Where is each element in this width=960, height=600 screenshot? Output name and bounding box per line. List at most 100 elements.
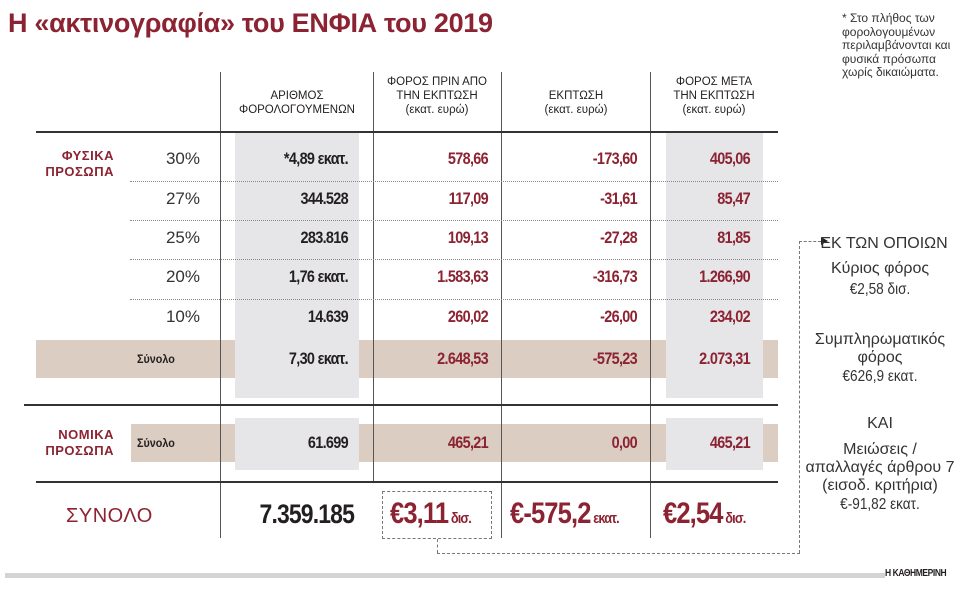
tax-before-cell: 117,09 bbox=[448, 189, 489, 208]
tax-after-cell: 405,06 bbox=[709, 149, 751, 168]
footer-bar bbox=[5, 573, 885, 578]
rate-cell: 30% bbox=[165, 149, 200, 168]
brand-logo: Η ΚΑΘΗΜΕΡΙΝΗ bbox=[885, 568, 947, 579]
grand-total-tax-after: €2,54 δισ. bbox=[663, 497, 746, 531]
row-separator bbox=[130, 299, 778, 300]
tax-before-cell: 578,66 bbox=[447, 149, 489, 168]
col-header-line: ΕΚΠΤΩΣΗ bbox=[548, 90, 604, 102]
legal-total-taxpayers: 61.699 bbox=[307, 433, 349, 452]
reductions-label: Μειώσεις / απαλλαγές άρθρου 7 (εισοδ. κρ… bbox=[800, 441, 960, 495]
col-header-discount: ΕΚΠΤΩΣΗ (εκατ. ευρώ) bbox=[502, 89, 650, 117]
section-rule bbox=[24, 404, 778, 406]
natural-total-discount: -575,23 bbox=[592, 349, 638, 368]
label-line: φόρος bbox=[857, 349, 903, 366]
tax-before-cell: 109,13 bbox=[447, 228, 489, 247]
natural-persons-label: ΦΥΣΙΚΑ ΠΡΟΣΩΠΑ bbox=[30, 148, 114, 180]
natural-total-band bbox=[36, 340, 778, 378]
col-header-line: ΦΟΡΟΛΟΓΟΥΜΕΝΩΝ bbox=[239, 104, 355, 116]
natural-total-tax-before: 2.648,53 bbox=[437, 349, 488, 368]
label-line: ΠΡΟΣΩΠΑ bbox=[45, 443, 114, 458]
col-header-line: ΤΗΝ ΕΚΠΤΩΣΗ bbox=[673, 90, 755, 102]
tax-after-cell: 234,02 bbox=[709, 307, 751, 326]
rate-cell: 10% bbox=[165, 307, 200, 326]
connector-line bbox=[437, 553, 800, 554]
label-line: Μειώσεις / bbox=[843, 441, 917, 458]
legal-total-tax-before: 465,21 bbox=[447, 433, 489, 452]
label-line: ΦΥΣΙΚΑ bbox=[61, 148, 114, 163]
natural-total-tax-after: 2.073,31 bbox=[699, 349, 750, 368]
page-title: Η «ακτινογραφία» του ΕΝΦΙΑ του 2019 bbox=[8, 8, 493, 38]
taxpayers-shade-over-legal-band bbox=[235, 424, 359, 462]
column-divider bbox=[220, 72, 221, 538]
header-rule bbox=[36, 131, 778, 133]
unit: εκατ. bbox=[590, 510, 619, 527]
col-header-line: ΑΡΙΘΜΟΣ bbox=[270, 90, 324, 102]
grand-total-taxpayers: 7.359.185 bbox=[259, 499, 355, 529]
label-line: ΝΟΜΙΚΑ bbox=[58, 427, 114, 442]
grand-total-tax-before: €3,11 δισ. bbox=[390, 497, 472, 531]
column-divider bbox=[650, 72, 651, 538]
natural-total-label: Σύνολο bbox=[137, 352, 175, 366]
rate-cell: 20% bbox=[165, 267, 200, 286]
unit: δισ. bbox=[448, 510, 472, 527]
discount-cell: -31,61 bbox=[600, 189, 638, 208]
connector-line bbox=[799, 241, 821, 242]
and-label: ΚΑΙ bbox=[867, 415, 893, 432]
column-divider bbox=[373, 72, 374, 482]
value: €2,54 bbox=[663, 497, 723, 530]
grand-total-discount: €-575,2 εκατ. bbox=[510, 497, 620, 531]
tax-after-shade-over-legal-band bbox=[666, 424, 763, 462]
main-tax-label: Κύριος φόρος bbox=[830, 260, 930, 277]
legal-persons-label: ΝΟΜΙΚΑ ΠΡΟΣΩΠΑ bbox=[30, 427, 114, 459]
discount-cell: -173,60 bbox=[592, 149, 638, 168]
taxpayers-cell: 344.528 bbox=[300, 189, 349, 208]
tax-after-cell: 1.266,90 bbox=[699, 267, 750, 286]
value: €-91,82 bbox=[840, 496, 887, 513]
rate-cell: 27% bbox=[165, 189, 200, 208]
supplementary-tax-label: Συμπληρωματικός φόρος bbox=[800, 331, 960, 367]
discount-cell: -27,28 bbox=[600, 228, 638, 247]
col-header-unit: (εκατ. ευρώ) bbox=[544, 104, 608, 116]
taxpayers-cell: 14.639 bbox=[307, 307, 349, 326]
row-separator bbox=[130, 220, 778, 221]
discount-cell: -316,73 bbox=[592, 267, 638, 286]
legal-total-discount: 0,00 bbox=[611, 433, 638, 452]
taxpayers-cell: 1,76 εκατ. bbox=[288, 267, 349, 286]
col-header-unit: (εκατ. ευρώ) bbox=[405, 104, 469, 116]
col-header-tax-after: ΦΟΡΟΣ ΜΕΤΑ ΤΗΝ ΕΚΠΤΩΣΗ (εκατ. ευρώ) bbox=[651, 75, 777, 117]
value: €626,9 bbox=[842, 368, 885, 385]
column-divider bbox=[501, 72, 502, 538]
tax-after-cell: 85,47 bbox=[717, 189, 750, 208]
tax-after-shade-over-band bbox=[666, 340, 763, 378]
main-tax-value: €2,58 δισ. bbox=[812, 281, 948, 299]
label-line: (εισοδ. κριτήρια) bbox=[822, 477, 938, 494]
label-line: ΠΡΟΣΩΠΑ bbox=[45, 164, 114, 179]
natural-total-taxpayers: 7,30 εκατ. bbox=[288, 349, 349, 368]
supplementary-tax-value: €626,9 εκατ. bbox=[812, 368, 948, 386]
value: €2,58 bbox=[849, 281, 884, 298]
tax-before-cell: 1.583,63 bbox=[437, 267, 488, 286]
taxpayers-cell: *4,89 εκατ. bbox=[283, 149, 349, 168]
rate-cell: 25% bbox=[165, 228, 200, 247]
tax-before-cell: 260,02 bbox=[447, 307, 489, 326]
row-separator bbox=[130, 181, 778, 182]
col-header-line: ΦΟΡΟΣ ΠΡΙΝ ΑΠΟ bbox=[387, 76, 487, 88]
unit: δισ. bbox=[722, 510, 746, 527]
taxpayers-shade-over-band bbox=[235, 340, 359, 378]
arrow-right-icon bbox=[821, 237, 828, 245]
total-rule bbox=[36, 481, 778, 483]
label-line: Συμπληρωματικός bbox=[814, 331, 946, 348]
discount-cell: -26,00 bbox=[600, 307, 638, 326]
legal-total-tax-after: 465,21 bbox=[709, 433, 751, 452]
breakdown-heading: ΕΚ ΤΩΝ ΟΠΟΙΩΝ bbox=[820, 235, 948, 252]
col-header-unit: (εκατ. ευρώ) bbox=[682, 104, 746, 116]
connector-line bbox=[799, 241, 800, 553]
tax-before-total-dashbox bbox=[382, 491, 492, 539]
col-header-line: ΤΗΝ ΕΚΠΤΩΣΗ bbox=[396, 90, 478, 102]
col-header-tax-before: ΦΟΡΟΣ ΠΡΙΝ ΑΠΟ ΤΗΝ ΕΚΠΤΩΣΗ (εκατ. ευρώ) bbox=[374, 75, 500, 117]
row-separator bbox=[130, 259, 778, 260]
unit: εκατ. bbox=[886, 496, 920, 513]
label-line: απαλλαγές άρθρου 7 bbox=[805, 459, 955, 476]
value: €3,11 bbox=[390, 497, 449, 530]
grand-total-label: ΣΥΝΟΛΟ bbox=[66, 505, 153, 527]
